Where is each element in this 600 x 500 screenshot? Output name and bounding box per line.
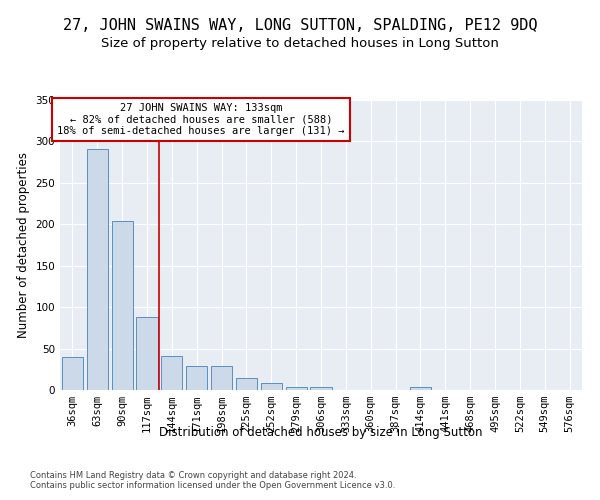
Bar	[136, 317, 158, 390]
Bar	[410, 386, 431, 390]
Bar	[112, 221, 133, 390]
Bar	[161, 356, 182, 390]
Bar	[286, 386, 307, 390]
Bar	[211, 366, 232, 390]
Bar	[62, 357, 83, 390]
Bar	[87, 149, 108, 390]
Bar	[236, 378, 257, 390]
Bar	[261, 384, 282, 390]
Text: 27 JOHN SWAINS WAY: 133sqm
← 82% of detached houses are smaller (588)
18% of sem: 27 JOHN SWAINS WAY: 133sqm ← 82% of deta…	[57, 103, 344, 136]
Bar	[310, 386, 332, 390]
Text: Distribution of detached houses by size in Long Sutton: Distribution of detached houses by size …	[159, 426, 483, 439]
Y-axis label: Number of detached properties: Number of detached properties	[17, 152, 30, 338]
Text: Size of property relative to detached houses in Long Sutton: Size of property relative to detached ho…	[101, 38, 499, 51]
Bar	[186, 366, 207, 390]
Text: Contains HM Land Registry data © Crown copyright and database right 2024.
Contai: Contains HM Land Registry data © Crown c…	[30, 470, 395, 490]
Text: 27, JOHN SWAINS WAY, LONG SUTTON, SPALDING, PE12 9DQ: 27, JOHN SWAINS WAY, LONG SUTTON, SPALDI…	[63, 18, 537, 32]
